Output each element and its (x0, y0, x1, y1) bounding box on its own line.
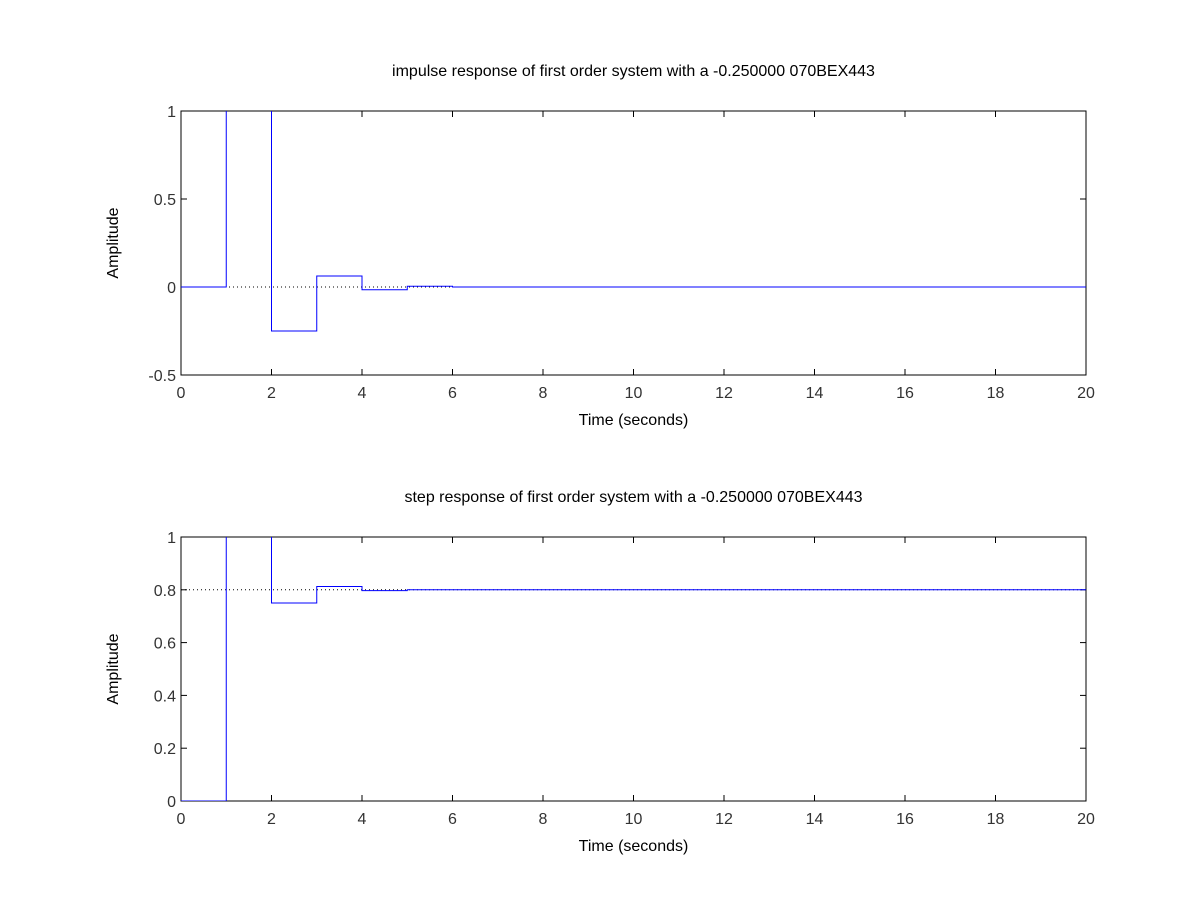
chart-1-x-axis-label: Time (seconds) (579, 838, 689, 855)
chart-0-y-tick-label: 0 (167, 280, 176, 297)
chart-0-y-tick-label: 1 (167, 104, 176, 121)
chart-1-x-tick-label: 16 (896, 811, 914, 828)
chart-0-x-tick-label: 0 (177, 385, 186, 402)
chart-1-x-tick-label: 4 (358, 811, 367, 828)
chart-0-x-axis-label: Time (seconds) (579, 412, 689, 429)
chart-0-x-tick-label: 6 (448, 385, 457, 402)
chart-1-y-tick-label: 0 (167, 794, 176, 811)
chart-0-series-0-line (181, 111, 1086, 332)
chart-0-x-tick-label: 18 (987, 385, 1005, 402)
chart-0-title: impulse response of first order system w… (392, 63, 875, 80)
chart-0-y-tick-label: -0.5 (148, 368, 176, 385)
chart-1-y-tick-label: 0.4 (154, 688, 176, 705)
chart-1-x-tick-label: 0 (177, 811, 186, 828)
chart-1-x-tick-label: 8 (539, 811, 548, 828)
chart-1-series-0-line (181, 537, 1086, 801)
chart-1-x-tick-label: 20 (1077, 811, 1095, 828)
chart-1-y-tick-label: 1 (167, 530, 176, 547)
chart-1-x-tick-label: 10 (625, 811, 643, 828)
chart-1-plot: 0 2 4 6 8 10 12 14 16 18 20 0 0.2 0.4 0.6 0.8 1 step resp… (105, 489, 1095, 855)
chart-1-x-tick-label: 18 (987, 811, 1005, 828)
chart-1-x-tick-label: 14 (806, 811, 824, 828)
chart-1-axes-box (180, 536, 1087, 802)
chart-0-axes-box (180, 110, 1087, 376)
chart-1-title: step response of first order system with… (404, 489, 862, 506)
chart-0-x-tick-label: 8 (539, 385, 548, 402)
chart-0-x-tick-label: 14 (806, 385, 824, 402)
chart-0-y-tick-label: 0.5 (154, 192, 176, 209)
chart-1-y-tick-label: 0.8 (154, 583, 176, 600)
chart-1-y-tick-label: 0.6 (154, 636, 176, 653)
chart-0-x-tick-label: 12 (715, 385, 733, 402)
chart-1-y-tick-label: 0.2 (154, 741, 176, 758)
chart-1-x-tick-label: 2 (267, 811, 276, 828)
chart-0-y-axis-label: Amplitude (105, 207, 122, 278)
chart-1-y-axis-label: Amplitude (105, 633, 122, 704)
chart-0-x-tick-label: 10 (625, 385, 643, 402)
chart-0-x-tick-label: 2 (267, 385, 276, 402)
chart-0-x-tick-label: 4 (358, 385, 367, 402)
chart-1-x-tick-label: 12 (715, 811, 733, 828)
chart-0-x-tick-label: 20 (1077, 385, 1095, 402)
chart-1-x-tick-label: 6 (448, 811, 457, 828)
chart-0-x-tick-label: 16 (896, 385, 914, 402)
